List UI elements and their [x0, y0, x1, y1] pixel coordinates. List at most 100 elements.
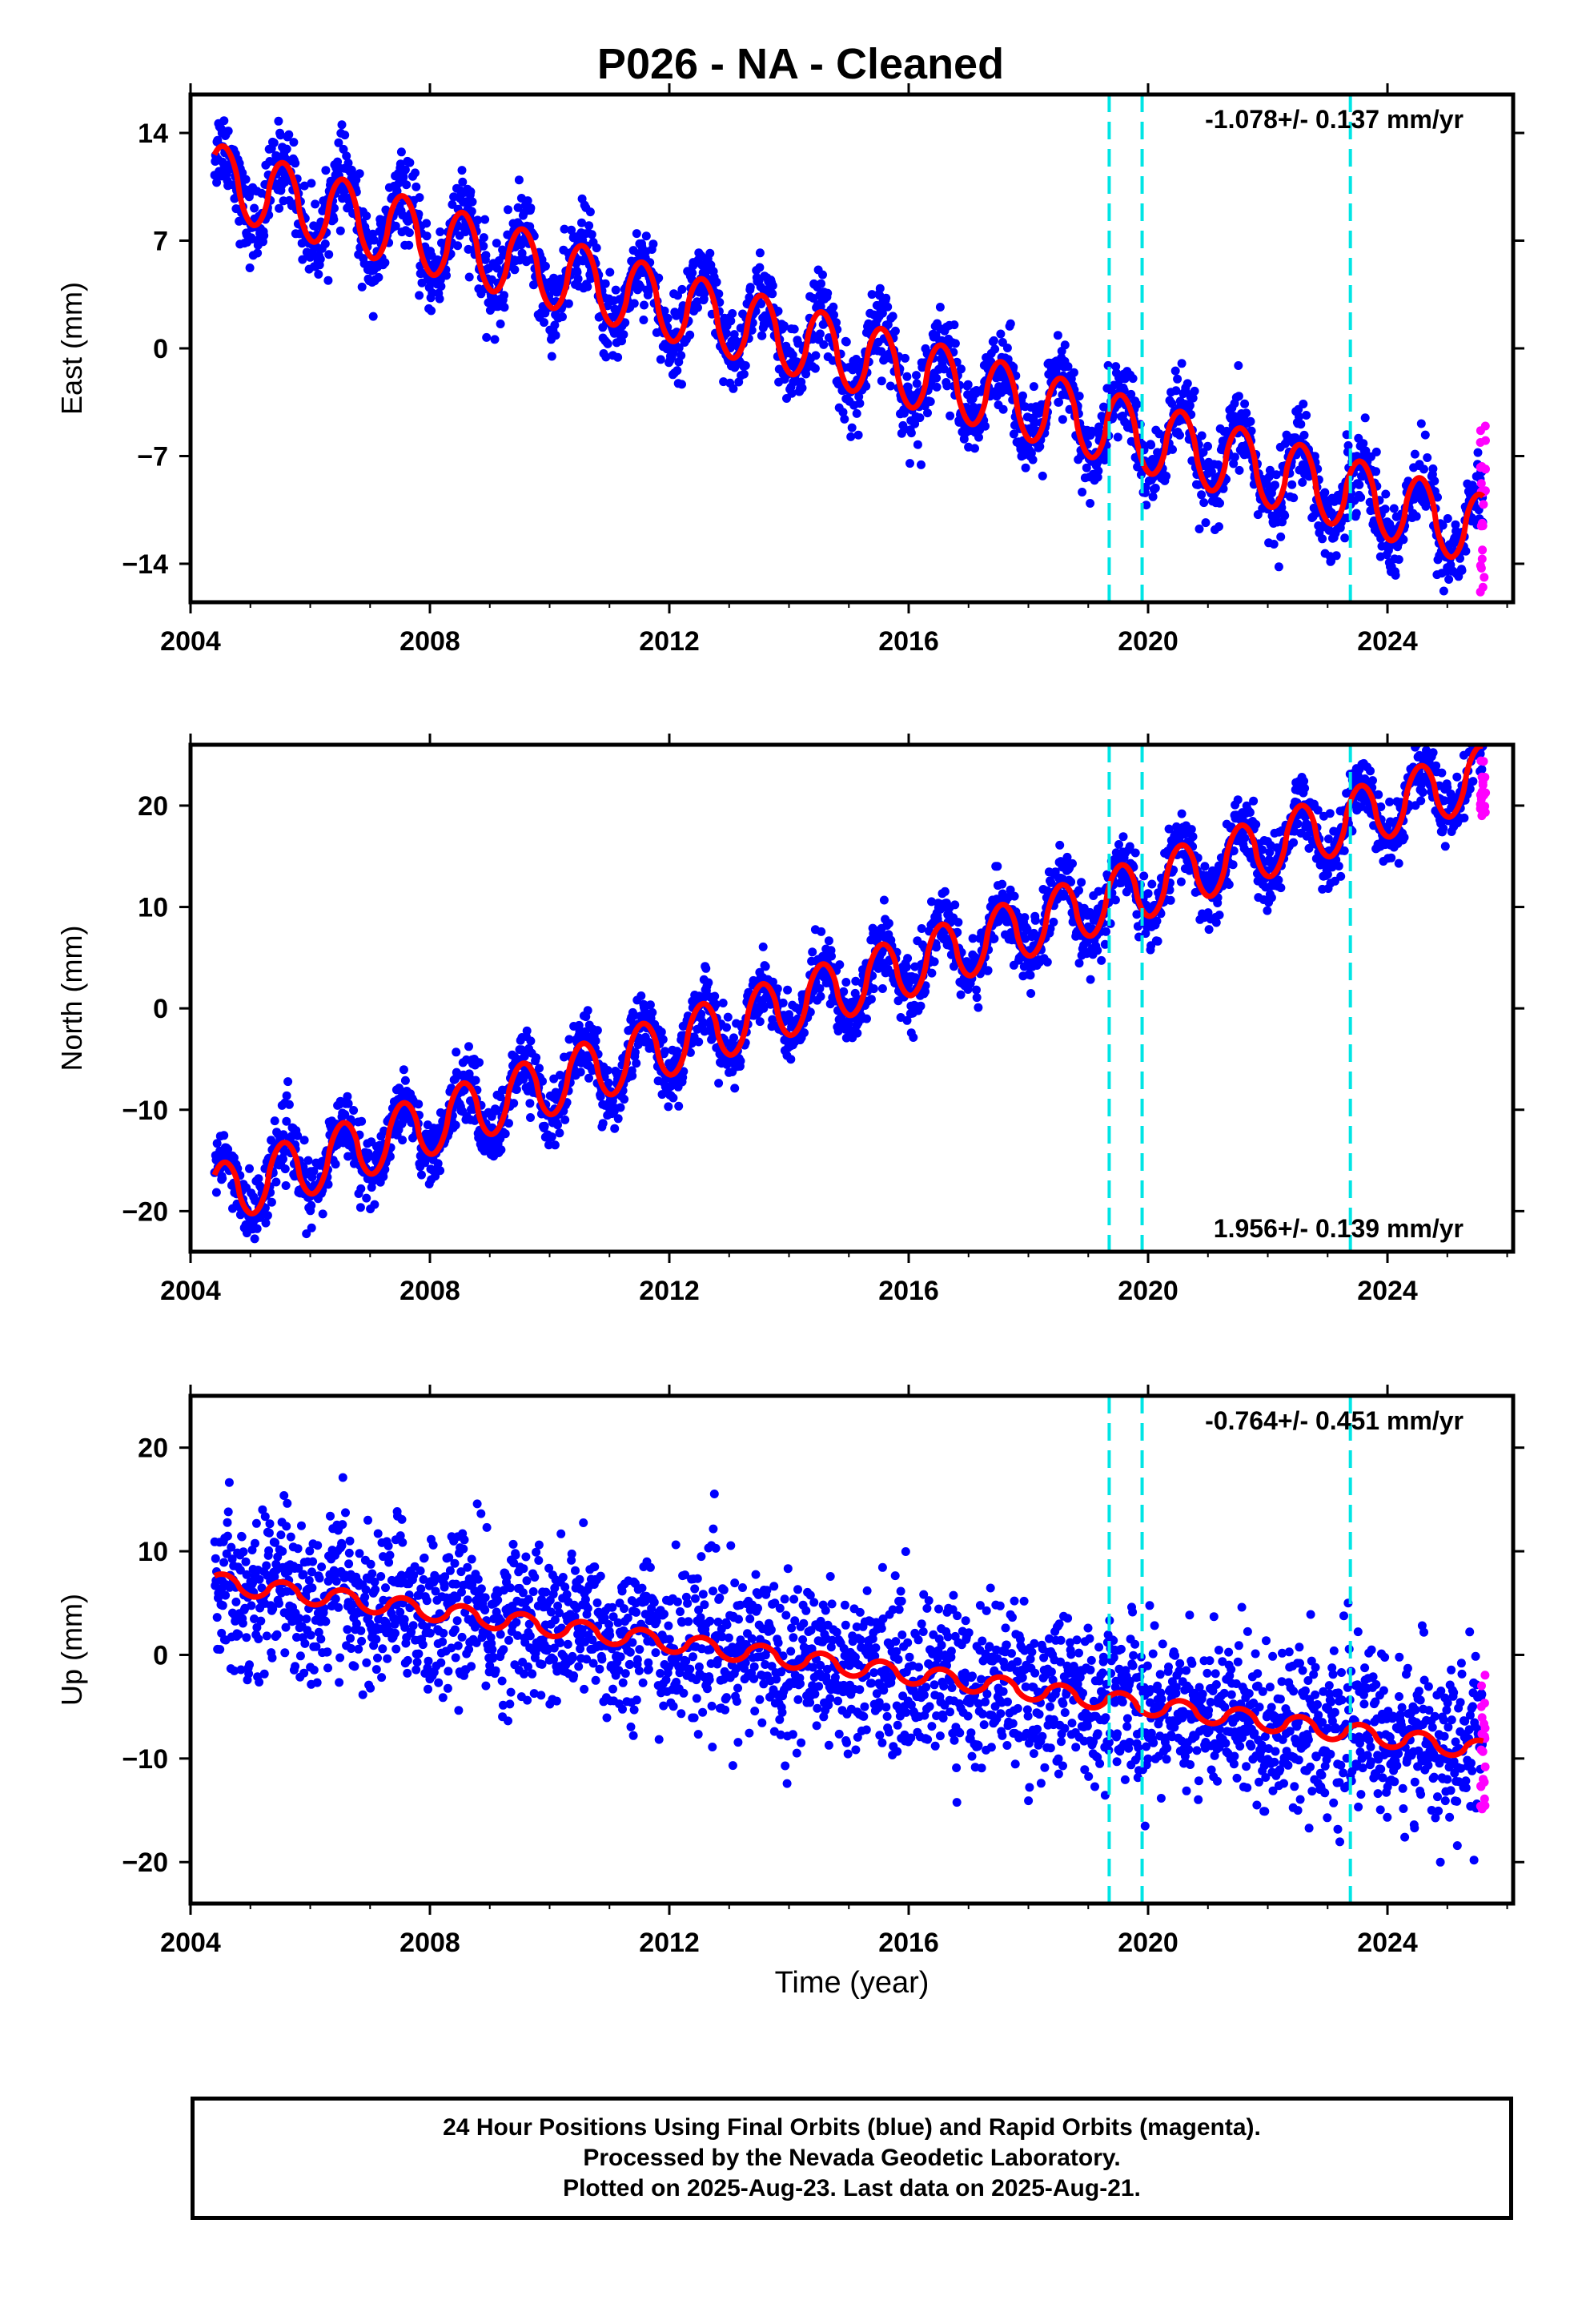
data-point	[525, 1099, 535, 1108]
data-point	[838, 408, 848, 417]
data-point	[1289, 838, 1299, 847]
data-point	[1204, 925, 1214, 935]
data-point	[253, 248, 263, 258]
data-point	[500, 303, 509, 312]
data-point	[1215, 911, 1224, 920]
data-point	[1274, 562, 1283, 572]
data-point	[540, 261, 550, 271]
data-point	[1293, 819, 1303, 829]
data-point	[1389, 504, 1399, 513]
data-point	[600, 279, 610, 288]
data-point	[583, 282, 592, 292]
data-point	[619, 330, 628, 340]
data-point	[331, 1160, 340, 1169]
data-point	[1298, 477, 1307, 487]
x-tick-label: 2004	[160, 626, 221, 657]
data-point	[1177, 359, 1186, 368]
data-point	[261, 1218, 271, 1228]
data-point	[550, 320, 560, 330]
data-point	[877, 347, 886, 356]
data-point	[279, 1154, 287, 1164]
data-point	[693, 303, 702, 312]
data-point	[917, 460, 926, 469]
data-point	[510, 265, 520, 275]
data-point	[1006, 319, 1015, 328]
data-point	[950, 900, 960, 910]
data-point	[1074, 886, 1083, 895]
data-point	[946, 411, 955, 420]
data-point	[1042, 957, 1052, 967]
data-point	[422, 231, 432, 241]
data-point	[267, 1197, 276, 1207]
data-point	[1175, 430, 1184, 440]
data-point	[274, 116, 283, 126]
data-point	[867, 290, 877, 300]
data-point	[500, 1129, 510, 1139]
data-point	[591, 1036, 600, 1046]
data-point	[1028, 455, 1038, 464]
data-point	[1188, 832, 1198, 842]
data-point	[1411, 512, 1421, 521]
data-point	[729, 384, 738, 393]
data-point	[417, 1170, 426, 1180]
data-point	[1274, 875, 1283, 885]
data-point	[405, 158, 415, 167]
data-point	[404, 240, 414, 250]
data-point	[1461, 546, 1471, 556]
data-point	[656, 355, 665, 364]
rapid-point	[1481, 436, 1490, 445]
data-point	[223, 127, 233, 136]
data-point	[222, 169, 231, 179]
data-point	[270, 1116, 279, 1126]
data-point	[482, 332, 492, 342]
data-point	[718, 999, 728, 1007]
data-point	[436, 227, 445, 236]
data-point	[885, 381, 895, 391]
data-point	[466, 187, 476, 196]
data-point	[1276, 532, 1286, 541]
data-point	[532, 1053, 541, 1063]
data-point	[245, 1164, 254, 1173]
data-point	[368, 312, 378, 321]
data-point	[550, 1140, 560, 1150]
data-point	[669, 1093, 678, 1103]
data-point	[1152, 916, 1162, 926]
data-point	[817, 279, 825, 288]
data-point	[1234, 361, 1243, 370]
data-point	[1049, 917, 1058, 927]
data-point	[957, 364, 966, 374]
data-point	[1146, 440, 1156, 450]
data-point	[1102, 927, 1110, 936]
data-point	[1473, 448, 1483, 457]
data-point	[1428, 464, 1438, 473]
data-point	[916, 1001, 926, 1011]
data-point	[369, 235, 379, 245]
data-point	[284, 1100, 294, 1109]
data-point	[473, 215, 483, 225]
data-point	[271, 1177, 281, 1187]
data-point	[950, 339, 960, 348]
data-point	[379, 1172, 388, 1181]
data-point	[398, 1136, 408, 1145]
data-point	[280, 1164, 290, 1174]
data-point	[436, 1166, 445, 1176]
final-orbit-points	[210, 745, 1488, 1244]
data-point	[374, 272, 383, 282]
data-point	[877, 376, 886, 386]
data-point	[573, 274, 583, 283]
x-tick-label: 2024	[1357, 626, 1418, 657]
data-point	[793, 339, 803, 348]
data-point	[1148, 492, 1158, 501]
y-tick-label: −7	[137, 441, 168, 472]
data-point	[628, 1071, 637, 1080]
data-point	[250, 1234, 259, 1244]
data-point	[247, 235, 257, 243]
data-point	[661, 1047, 670, 1056]
data-point	[694, 1037, 704, 1047]
data-point	[1182, 379, 1192, 388]
data-point	[1356, 493, 1366, 502]
data-point	[471, 1076, 480, 1085]
data-point	[323, 275, 333, 285]
data-point	[974, 1003, 983, 1012]
